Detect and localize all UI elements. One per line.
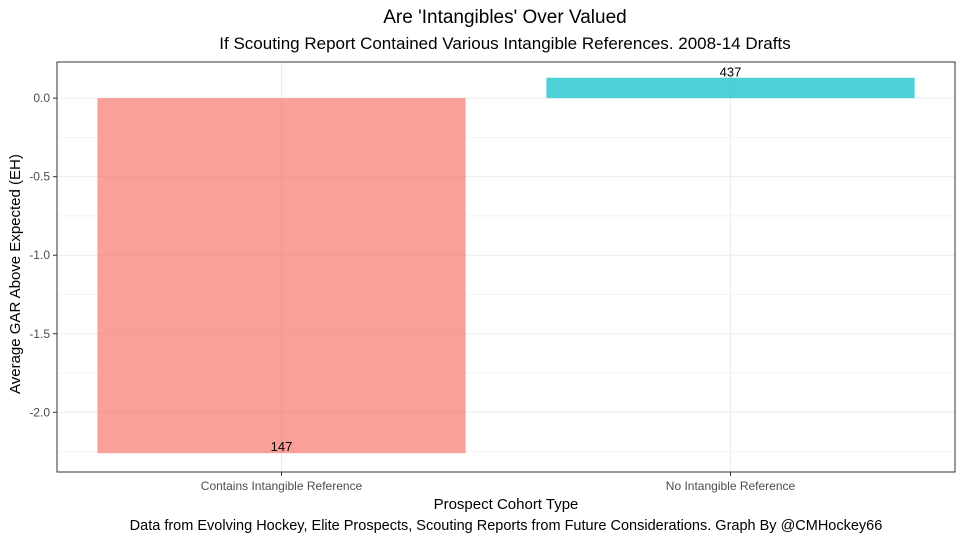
y-tick-label: -2.0 <box>29 405 50 419</box>
y-tick-label: -0.5 <box>29 170 50 184</box>
y-tick-label: -1.0 <box>29 248 50 262</box>
x-axis: Contains Intangible Reference No Intangib… <box>201 472 796 493</box>
bar <box>97 98 466 454</box>
bar-value-label: 147 <box>271 439 293 454</box>
chart-title: Are 'Intangibles' Over Valued <box>383 7 627 28</box>
bar-value-label: 437 <box>720 65 742 80</box>
data-labels: 147 437 <box>271 65 742 454</box>
x-tick-label: Contains Intangible Reference <box>201 479 363 493</box>
chart-caption: Data from Evolving Hockey, Elite Prospec… <box>129 518 883 534</box>
y-tick-label: 0.0 <box>33 91 50 105</box>
x-tick-label: No Intangible Reference <box>666 479 796 493</box>
bars <box>97 77 915 454</box>
y-tick-label: -1.5 <box>29 327 50 341</box>
bar <box>546 77 915 99</box>
chart-subtitle: If Scouting Report Contained Various Int… <box>219 34 791 53</box>
plot-panel-border <box>56 61 956 473</box>
x-axis-label: Prospect Cohort Type <box>433 496 579 513</box>
y-axis: 0.0 -0.5 -1.0 -1.5 -2.0 <box>29 91 57 419</box>
